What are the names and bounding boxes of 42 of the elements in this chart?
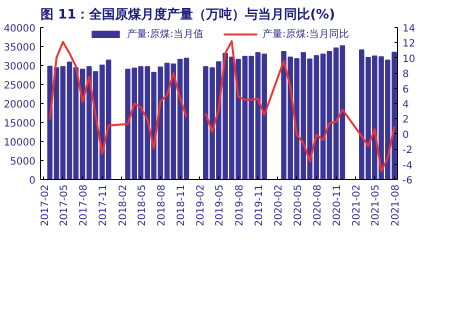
y2-tick-label: 4 <box>402 100 409 110</box>
legend-label: 产量:原煤:当月同比 <box>262 28 350 41</box>
x-tick-label: 2018-02 <box>118 184 129 226</box>
y-tick-label: 15000 <box>4 118 36 130</box>
y-tick-label: 5000 <box>10 156 36 168</box>
y2-tick-label: -6 <box>402 176 412 186</box>
x-tick-label: 2018-11 <box>176 184 188 226</box>
y2-tick-label: 6 <box>402 84 409 96</box>
y-tick-label: 10000 <box>4 138 36 148</box>
x-tick-label: 2021-02 <box>352 184 363 226</box>
chart-title: 图 11：全国原煤月度产量（万吨）与当月同比(%) <box>40 6 336 22</box>
y2-tick-label: 14 <box>402 24 416 34</box>
y-tick-label: 25000 <box>4 80 36 92</box>
x-tick-label: 2021-08 <box>390 184 402 226</box>
x-tick-label: 2017-05 <box>58 184 70 226</box>
x-tick-label: 2020-08 <box>312 184 324 226</box>
y2-tick-label: 10 <box>402 54 416 65</box>
x-tick-label: 2017-02 <box>40 184 51 226</box>
x-tick-label: 2017-08 <box>78 184 90 226</box>
y-tick-label: 30000 <box>4 62 36 72</box>
x-tick-label: 2020-11 <box>332 184 344 226</box>
y-tick-label: 0 <box>29 176 36 186</box>
y-tick-label: 20000 <box>4 100 36 110</box>
y-tick-label: 40000 <box>4 24 36 34</box>
x-tick-label: 2018-08 <box>156 184 168 226</box>
x-tick-label: 2019-05 <box>214 184 226 226</box>
y2-tick-label: 12 <box>402 38 416 50</box>
y2-tick-label: -2 <box>402 145 412 156</box>
x-tick-label: 2018-05 <box>136 184 148 226</box>
y2-tick-label: 2 <box>402 114 409 126</box>
x-tick-label: 2019-11 <box>254 184 265 226</box>
x-tick-label: 2019-02 <box>196 184 207 226</box>
legend-label: 产量:原煤:当月值 <box>126 28 204 41</box>
y2-tick-label: 0 <box>402 130 409 141</box>
x-tick-label: 2020-05 <box>292 184 304 226</box>
y2-tick-label: -4 <box>402 160 412 172</box>
x-tick-label: 2020-02 <box>274 184 285 226</box>
y2-tick-label: 8 <box>402 69 409 80</box>
x-tick-label: 2021-05 <box>370 184 382 226</box>
x-tick-label: 2019-08 <box>234 184 246 226</box>
x-tick-label: 2017-11 <box>98 184 110 226</box>
y-tick-label: 35000 <box>4 42 36 54</box>
